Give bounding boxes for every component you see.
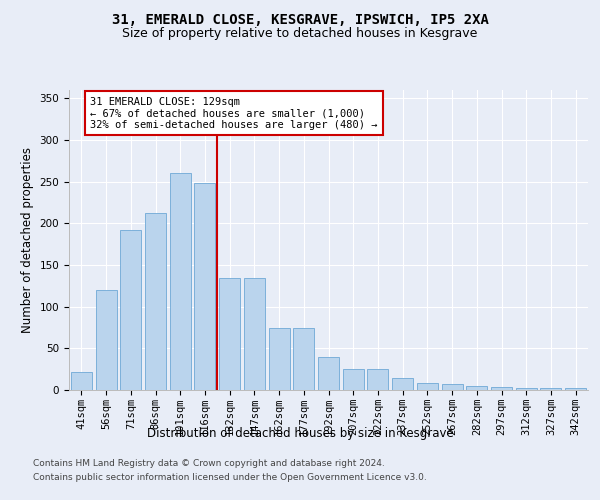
Bar <box>565 388 586 390</box>
Bar <box>343 369 364 390</box>
Y-axis label: Number of detached properties: Number of detached properties <box>21 147 34 333</box>
Bar <box>541 388 562 390</box>
Bar <box>194 184 215 390</box>
Bar <box>367 369 388 390</box>
Bar <box>392 378 413 390</box>
Text: 31, EMERALD CLOSE, KESGRAVE, IPSWICH, IP5 2XA: 31, EMERALD CLOSE, KESGRAVE, IPSWICH, IP… <box>112 12 488 26</box>
Bar <box>219 278 240 390</box>
Bar <box>95 290 116 390</box>
Text: Contains public sector information licensed under the Open Government Licence v3: Contains public sector information licen… <box>33 474 427 482</box>
Bar <box>145 212 166 390</box>
Text: 31 EMERALD CLOSE: 129sqm
← 67% of detached houses are smaller (1,000)
32% of sem: 31 EMERALD CLOSE: 129sqm ← 67% of detach… <box>90 96 377 130</box>
Bar <box>491 386 512 390</box>
Text: Contains HM Land Registry data © Crown copyright and database right 2024.: Contains HM Land Registry data © Crown c… <box>33 458 385 468</box>
Text: Size of property relative to detached houses in Kesgrave: Size of property relative to detached ho… <box>122 28 478 40</box>
Bar <box>293 328 314 390</box>
Bar <box>120 230 141 390</box>
Text: Distribution of detached houses by size in Kesgrave: Distribution of detached houses by size … <box>146 428 454 440</box>
Bar <box>442 384 463 390</box>
Bar <box>318 356 339 390</box>
Bar <box>244 278 265 390</box>
Bar <box>71 372 92 390</box>
Bar <box>170 174 191 390</box>
Bar <box>466 386 487 390</box>
Bar <box>269 328 290 390</box>
Bar <box>417 384 438 390</box>
Bar <box>516 388 537 390</box>
